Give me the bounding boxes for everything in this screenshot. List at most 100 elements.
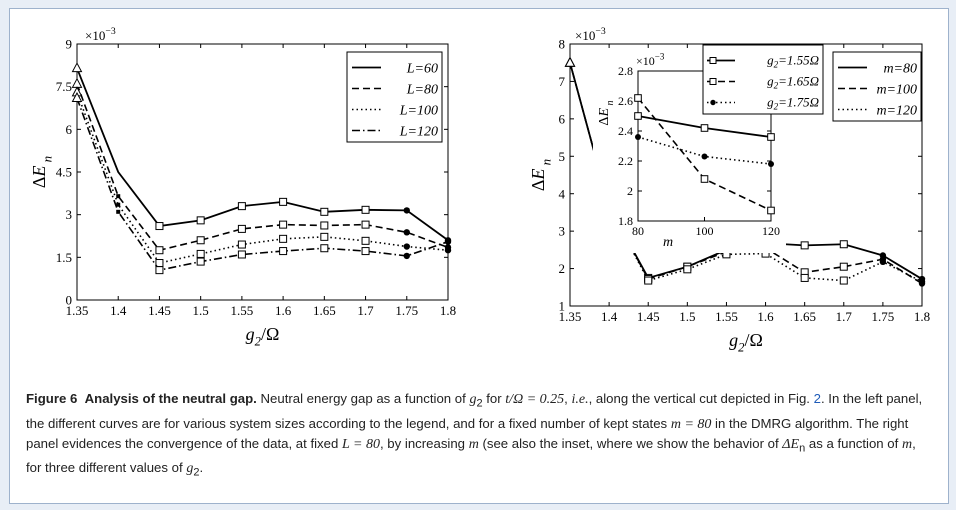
y-tick-label: 2.2 [618,154,633,168]
caption-math: m [901,436,913,452]
plot-area-frame [569,43,923,307]
data-point-L=80 [403,229,410,236]
inset-data-point [701,153,708,160]
caption-text: , by increasing [379,435,469,451]
data-point-L=80 [361,220,370,229]
x-tick-label: 1.7 [836,309,853,324]
legend-inset [702,44,824,115]
charts-svg: 1.35 1.4 1.45 1.5 1.55 1.6 1.65 1.7 1.75 1.801.53… [29,26,930,354]
legend-label: L=100 [399,103,438,118]
figure-link[interactable]: 2 [813,391,821,406]
data-point-m=100 [839,262,848,271]
data-point-L=120 [196,257,205,266]
data-point-m=120 [800,273,809,282]
y-axis-label: ΔE n [528,159,553,191]
y-tick-label: 1.5 [56,250,72,265]
data-point-L=80 [279,220,288,229]
data-point-L=100 [237,240,246,249]
caption-text: in the DMRG algorithm. The right panel e… [26,415,909,451]
y-tick-label: 1.8 [618,214,633,228]
x-tick-label: 1.65 [313,303,336,318]
x-tick-label: 1.6 [757,309,774,324]
data-point-L=80 [320,221,329,230]
y-tick-label: 2 [559,261,566,276]
caption-text: (see also the inset, where we show the b… [478,435,783,451]
data-point-L=120 [361,247,370,256]
caption-heading: Analysis of the neutral gap. [84,391,257,406]
x-tick-label: 1.5 [193,303,209,318]
exponent-label: ×10−3 [85,26,116,43]
data-point-L=80 [116,194,121,199]
caption-text: , for three different values of [26,435,916,476]
data-point-m=120 [879,258,887,266]
data-point-L=60 [237,202,246,211]
legend-label: m=100 [876,82,917,97]
caption-math: L = 80 [342,436,380,452]
y-tick-label: 9 [66,37,73,52]
legend-marker [709,57,717,64]
x-tick-label: 1.75 [395,303,418,318]
inset-data-point [700,175,709,183]
data-point-L=80 [155,246,164,255]
data-point-L=60 [320,207,329,216]
inset-data-point [634,112,642,120]
x-tick-label: 1.7 [357,303,374,318]
legend-label: g2=1.65Ω [767,74,819,91]
data-point-m=80 [839,240,848,249]
inset-x-axis-label: m [663,235,673,250]
caption-text: Neutral energy gap as a function of [256,391,470,406]
caption-math: m [468,436,479,452]
x-tick-label: 1.45 [637,309,660,324]
data-point-m=120 [918,278,926,285]
caption-text: , [564,391,572,406]
inset-data-point [768,161,774,167]
legend-marker [709,78,717,85]
x-tick-label: 80 [632,224,644,238]
series-line-L=60 [76,67,449,241]
caption-math: g [186,461,194,477]
data-point-L=80 [71,77,83,88]
figure-caption: Figure 6 Analysis of the neutral gap. Ne… [26,389,934,483]
y-tick-label: 7 [559,74,566,89]
legend-label: g2=1.75Ω [767,95,819,112]
series-line-L=120 [76,97,449,272]
data-point-L=100 [320,232,329,241]
data-point-L=120 [155,266,164,275]
data-point-L=60 [279,197,288,206]
y-tick-label: 3 [559,224,566,239]
data-point-L=120 [237,250,246,259]
x-tick-label: 1.35 [559,309,582,324]
y-tick-label: 6 [559,111,566,126]
x-axis-label: g2/Ω [246,324,280,348]
y-tick-label: 3 [66,207,73,222]
x-tick-label: 120 [762,224,780,238]
x-tick-label: 1.55 [715,309,738,324]
y-tick-label: 2 [627,184,633,198]
caption-math: m = 80 [670,416,712,432]
legend-label: L=80 [406,82,438,97]
data-point-L=100 [403,243,410,250]
y-tick-label: 6 [66,122,73,137]
y-tick-label: 8 [559,37,566,52]
x-tick-label: 1.45 [148,303,171,318]
exponent-label: ×10−3 [575,26,606,43]
data-point-m=80 [800,241,809,250]
legend-label: m=120 [876,103,917,118]
x-tick-label: 1.8 [440,303,456,318]
y-tick-label: 2.8 [618,64,633,78]
y-tick-label: 0 [66,293,73,308]
data-point-m=120 [839,276,848,285]
data-point-L=60 [155,222,164,231]
y-tick-label: 5 [559,149,566,164]
legend-label: m=80 [883,61,917,76]
data-point-L=100 [196,249,205,258]
caption-text: , along the vertical cut depicted in Fig… [588,391,814,406]
x-tick-label: 1.55 [231,303,254,318]
x-tick-label: 1.8 [914,309,930,324]
y-tick-label: 2.6 [618,94,633,108]
legend-label: L=120 [399,124,438,139]
caption-math-sub: n [799,442,806,455]
y-tick-label: 1 [559,299,566,314]
y-tick-label: 4 [559,186,566,201]
x-tick-label: 1.4 [110,303,127,318]
